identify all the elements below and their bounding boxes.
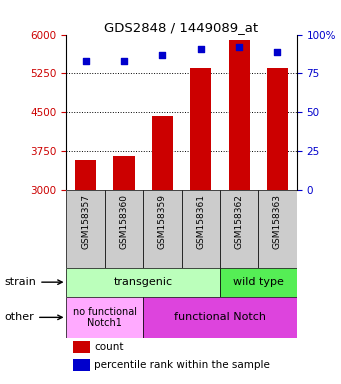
Bar — [143, 297, 297, 338]
Bar — [75, 160, 96, 190]
Bar — [143, 190, 181, 268]
Bar — [66, 190, 105, 268]
Point — [121, 58, 127, 64]
Text: GSM158361: GSM158361 — [196, 194, 205, 249]
Bar — [66, 268, 220, 297]
Text: GSM158360: GSM158360 — [120, 194, 129, 249]
Point — [275, 49, 280, 55]
Text: GSM158357: GSM158357 — [81, 194, 90, 249]
Text: other: other — [4, 312, 62, 322]
Point — [83, 58, 88, 64]
Bar — [66, 297, 143, 338]
Point — [236, 44, 242, 50]
Bar — [182, 190, 220, 268]
Text: wild type: wild type — [233, 277, 284, 287]
Bar — [267, 68, 288, 190]
Text: strain: strain — [4, 277, 62, 287]
Text: GDS2848 / 1449089_at: GDS2848 / 1449089_at — [104, 21, 258, 34]
Bar — [105, 190, 143, 268]
Text: GSM158362: GSM158362 — [235, 194, 243, 249]
Text: transgenic: transgenic — [114, 277, 173, 287]
Bar — [73, 341, 89, 353]
Bar — [258, 190, 297, 268]
Text: no functional
Notch1: no functional Notch1 — [73, 306, 137, 328]
Bar — [228, 40, 250, 190]
Text: percentile rank within the sample: percentile rank within the sample — [94, 360, 270, 370]
Text: functional Notch: functional Notch — [174, 312, 266, 322]
Point — [198, 45, 204, 51]
Bar — [73, 359, 89, 371]
Bar — [220, 268, 297, 297]
Text: count: count — [94, 342, 124, 352]
Point — [160, 52, 165, 58]
Bar — [114, 156, 135, 190]
Bar — [220, 190, 258, 268]
Text: GSM158359: GSM158359 — [158, 194, 167, 249]
Bar — [152, 116, 173, 190]
Text: GSM158363: GSM158363 — [273, 194, 282, 249]
Bar — [190, 68, 211, 190]
